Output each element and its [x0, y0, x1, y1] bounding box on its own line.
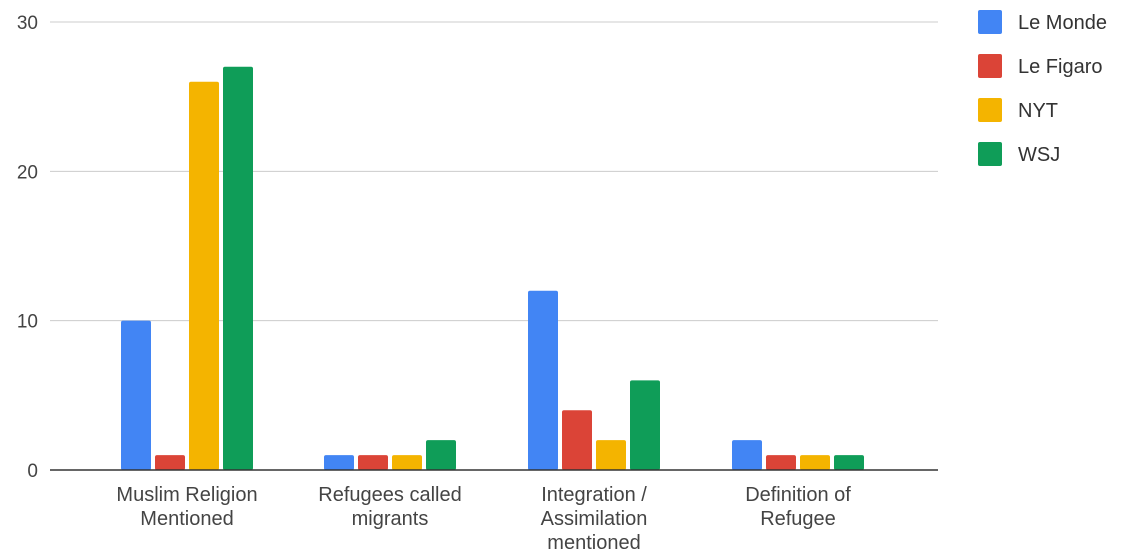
bar-nyt	[800, 455, 830, 470]
bar-le-monde	[324, 455, 354, 470]
y-tick-label: 10	[17, 312, 38, 333]
legend-swatch	[978, 54, 1002, 78]
gridlines	[50, 21, 938, 322]
y-tick-label: 0	[27, 461, 38, 482]
bar-le-figaro	[562, 410, 592, 470]
legend-swatch	[978, 98, 1002, 122]
bar-le-monde	[121, 320, 151, 470]
x-category-label: Integration /	[541, 484, 647, 506]
x-category-label: Assimilation	[541, 508, 648, 530]
x-category-label: migrants	[352, 508, 429, 530]
legend-label: NYT	[1018, 100, 1058, 122]
x-category-label: Muslim Religion	[116, 484, 257, 506]
y-tick-label: 20	[17, 162, 38, 183]
legend-label: WSJ	[1018, 144, 1060, 166]
legend: Le Monde Le Figaro NYT WSJ	[978, 10, 1107, 166]
bar-le-figaro	[155, 455, 185, 470]
bar-le-monde	[732, 440, 762, 470]
y-tick-label: 30	[17, 13, 38, 34]
bar-wsj	[834, 455, 864, 470]
bar-le-figaro	[358, 455, 388, 470]
bar-wsj	[223, 66, 253, 471]
bar-nyt	[189, 81, 219, 470]
x-category-label: Refugee	[760, 508, 836, 530]
legend-swatch	[978, 10, 1002, 34]
bar-nyt	[596, 440, 626, 470]
legend-label: Le Monde	[1018, 12, 1107, 34]
bar-le-figaro	[766, 455, 796, 470]
x-category-label: mentioned	[547, 532, 640, 552]
x-category-label: Refugees called	[318, 484, 461, 506]
bar-nyt	[392, 455, 422, 470]
x-category-label: Mentioned	[140, 508, 233, 530]
bar-wsj	[630, 380, 660, 470]
bar-wsj	[426, 440, 456, 470]
bar-le-monde	[528, 290, 558, 470]
bars	[121, 66, 864, 471]
legend-swatch	[978, 142, 1002, 166]
legend-label: Le Figaro	[1018, 56, 1103, 78]
x-category-label: Definition of	[745, 484, 851, 506]
